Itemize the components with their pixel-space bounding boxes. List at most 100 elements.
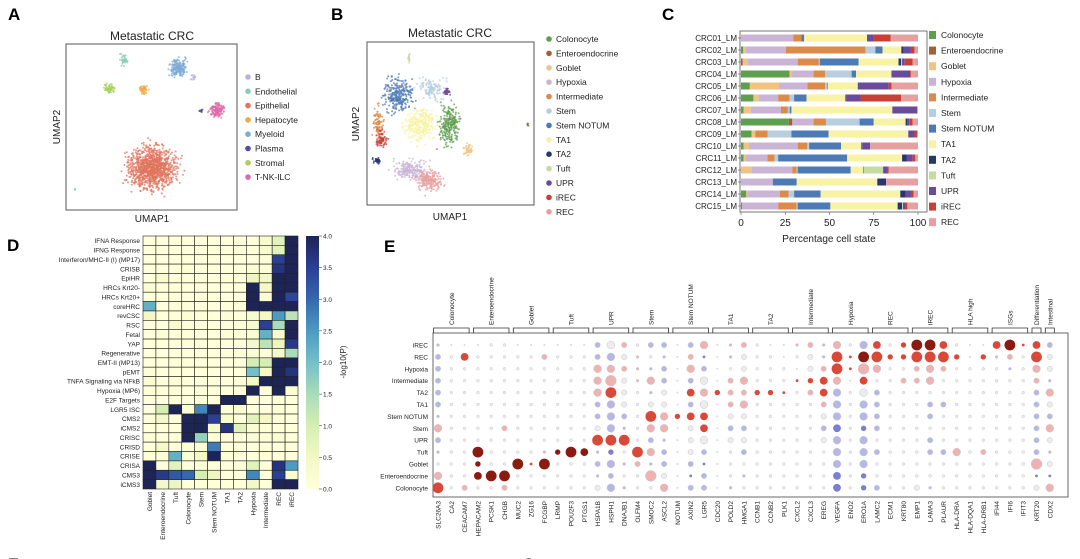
heatmap-cell [258, 273, 273, 284]
umap-point-ta1 [429, 131, 432, 134]
heatmap-cell [271, 357, 286, 368]
expression-dot-ta1 [676, 403, 679, 406]
heatmap-cell [155, 441, 170, 452]
expression-dot-colonocyte [542, 486, 547, 490]
expression-dot-intermediate [542, 379, 547, 383]
bar-segment-stem-notum [859, 118, 874, 126]
expression-dot-hypoxia [593, 364, 602, 373]
bar-segment-rec [888, 166, 918, 174]
umap-point-irec [376, 128, 379, 131]
bar-segment-upr [902, 202, 906, 210]
heatmap-cell [181, 394, 195, 405]
expression-dot-ta1 [820, 401, 827, 408]
umap-point-hypoxia [402, 167, 405, 170]
umap-point-hypoxia [419, 171, 421, 174]
umap-point-b [193, 77, 196, 80]
expression-dot-goblet [832, 459, 842, 469]
expression-dot-colonocyte [659, 483, 669, 492]
dotplot-row-label: Colonocyte [395, 485, 428, 492]
heatmap-cell [220, 394, 234, 405]
heatmap-cell [194, 413, 208, 424]
umap-point-epithelial [144, 170, 146, 173]
umap-a-xlabel: UMAP1 [135, 214, 170, 225]
umap-point-ta2 [375, 158, 377, 161]
expression-dot-stem [476, 426, 480, 430]
heatmap-cell [207, 263, 221, 274]
umap-point-stem-notum [400, 106, 403, 108]
umap-point-epithelial [160, 175, 163, 178]
umap-point-colonocyte [457, 112, 460, 115]
umap-point-intermediate [375, 127, 378, 129]
umap-point-t-nk-ilc [214, 112, 217, 115]
heatmap-cell [246, 460, 260, 471]
heatmap-cell [246, 451, 260, 462]
umap-point-colonocyte [443, 117, 446, 120]
heatmap-cell [207, 366, 221, 377]
umap-point-stem [427, 79, 430, 82]
expression-dot-rec [529, 355, 533, 359]
bar-category-label: CRC01_LM [695, 34, 737, 43]
umap-point-stem-notum [392, 102, 395, 105]
legend-marker-enteroendocrine [546, 50, 552, 57]
umap-point-ta1 [413, 130, 416, 133]
expression-dot-rec [911, 351, 923, 363]
expression-dot-ta1 [888, 402, 892, 407]
umap-point-epithelial [163, 172, 166, 175]
umap-point-stem-notum [396, 79, 399, 81]
expression-dot-enteroendocrine [888, 474, 892, 478]
umap-point-rec [423, 173, 426, 176]
expression-dot-upr [662, 438, 666, 442]
heatmap-cell [155, 320, 170, 330]
heatmap-cell [233, 432, 247, 443]
heatmap-cell [181, 479, 195, 490]
bar-segment-upr [907, 118, 910, 126]
umap-point-epithelial [129, 170, 131, 173]
umap-point-rec [421, 171, 424, 174]
umap-point-epithelial [182, 173, 184, 176]
bar-segment-colonocyte [741, 190, 747, 198]
umap-point-epithelial [143, 178, 146, 181]
bar-segment-stem-notum [826, 82, 828, 90]
umap-point-stem [427, 82, 430, 85]
umap-point-hypoxia [398, 161, 401, 164]
dotplot-row-label: TA1 [417, 402, 429, 409]
legend-label-upr: UPR [556, 178, 574, 188]
umap-point-epithelial [145, 160, 148, 163]
expression-dot-colonocyte [489, 486, 493, 490]
expression-dot-upr [605, 434, 617, 446]
umap-point-epithelial [128, 168, 130, 170]
bar-segment-intermediate [807, 82, 826, 90]
heatmap-row-label: revCSC [117, 313, 140, 320]
expression-dot-colonocyte [516, 486, 520, 490]
expression-dot-goblet [594, 461, 601, 467]
heatmap-cell [181, 263, 195, 274]
heatmap-cell [142, 348, 157, 359]
umap-point-ta1 [428, 137, 431, 140]
umap-point-intermediate [378, 116, 380, 119]
expression-dot-stem-notum [686, 412, 695, 421]
heatmap-cell [220, 357, 234, 368]
umap-point-colonocyte [445, 135, 448, 138]
umap-point-ta1 [410, 128, 413, 131]
umap-point-colonocyte [451, 133, 454, 136]
gene-label: ENO2 [848, 501, 855, 519]
bar-segment-ta2 [902, 154, 907, 162]
x-tick-label: 50 [824, 218, 836, 229]
expression-dot-intermediate [859, 376, 868, 385]
umap-point-t-nk-ilc [213, 108, 216, 111]
heatmap-cell [258, 366, 273, 377]
umap-point-epithelial [142, 146, 144, 149]
expression-dot-intermediate [699, 376, 709, 385]
expression-dot-ta2 [1045, 388, 1054, 397]
expression-dot-hypoxia [955, 367, 959, 371]
umap-point-epithelial [130, 183, 133, 186]
umap-point-stem [436, 100, 439, 103]
bar-segment-hypoxia [750, 106, 781, 114]
expression-dot-stem-notum [1033, 413, 1040, 420]
umap-point-epithelial [147, 167, 149, 170]
umap-point-epithelial [153, 144, 156, 147]
expression-dot-goblet [512, 458, 524, 470]
expression-dot-upr [476, 438, 480, 442]
dotplot-frame [432, 332, 1069, 498]
umap-point-epithelial [165, 177, 168, 180]
